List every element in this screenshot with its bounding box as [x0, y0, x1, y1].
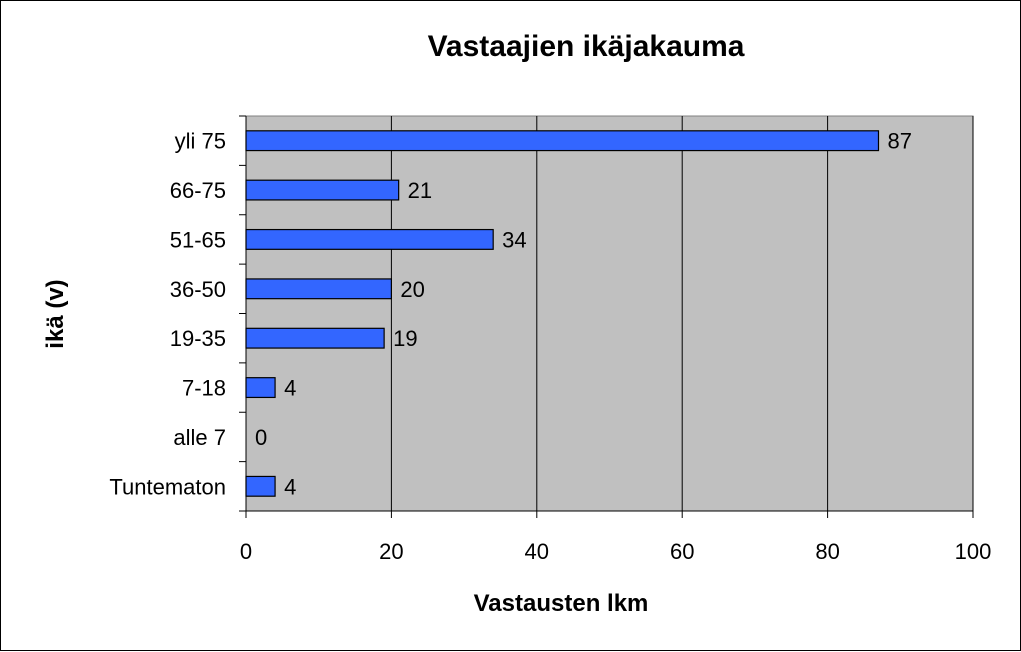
x-tick-label: 40: [525, 539, 549, 564]
data-label: 19: [393, 326, 417, 351]
bar: [245, 475, 276, 497]
y-category-label: alle 7: [173, 425, 226, 450]
bar: [245, 228, 494, 250]
y-category-label: yli 75: [175, 129, 226, 154]
data-label: 0: [255, 425, 267, 450]
y-category-label: 66-75: [170, 178, 226, 203]
data-label: 34: [502, 227, 526, 252]
bar: [245, 179, 400, 201]
x-tick-label: 0: [240, 539, 252, 564]
y-category-label: 36-50: [170, 277, 226, 302]
x-tick-label: 20: [379, 539, 403, 564]
bars: 87 21 34 20 19 404: [245, 129, 912, 499]
gridlines: [390, 116, 974, 511]
data-label: 4: [284, 376, 296, 401]
data-label: 21: [408, 178, 432, 203]
bar: [245, 327, 385, 349]
x-tick-label: 80: [815, 539, 839, 564]
y-category-label: 7-18: [182, 376, 226, 401]
y-axis-title: ikä (v): [42, 279, 69, 348]
bar: [245, 377, 276, 399]
bar: [245, 130, 880, 152]
data-label: 4: [284, 474, 296, 499]
chart-title: Vastaajien ikäjakauma: [428, 30, 745, 63]
x-tick-label: 100: [955, 539, 992, 564]
y-category-label: 51-65: [170, 227, 226, 252]
x-axis-title: Vastausten lkm: [474, 590, 649, 617]
y-category-label: Tuntematon: [109, 474, 226, 499]
plot-area: [245, 115, 974, 512]
bar: [245, 278, 392, 300]
data-label: 20: [400, 277, 424, 302]
y-category-label: 19-35: [170, 326, 226, 351]
x-tick-label: 60: [670, 539, 694, 564]
data-label: 87: [887, 129, 911, 154]
